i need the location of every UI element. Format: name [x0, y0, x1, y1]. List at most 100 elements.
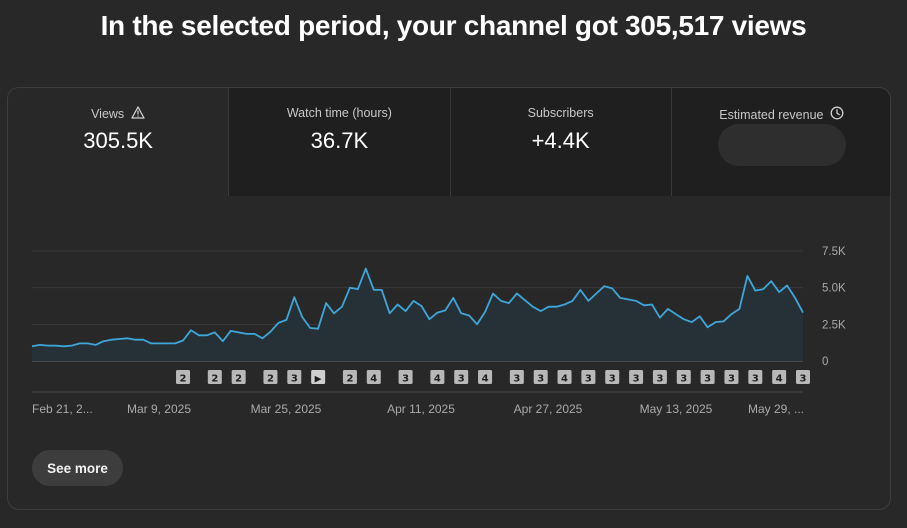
- annotation-count: 2: [180, 374, 187, 385]
- video-annotation-marker[interactable]: 2: [176, 370, 191, 385]
- annotation-box: [454, 370, 469, 384]
- x-tick-label: Apr 11, 2025: [387, 402, 455, 416]
- annotation-box: [176, 370, 191, 384]
- x-tick-label: Mar 9, 2025: [127, 402, 191, 416]
- annotation-box: [676, 370, 691, 384]
- tab-watch-time-value: 36.7K: [310, 128, 369, 153]
- annotation-box: [581, 370, 596, 384]
- annotation-count: 3: [704, 374, 711, 385]
- x-tick-label: Feb 21, 2...: [32, 402, 93, 416]
- annotation-box: [430, 370, 445, 384]
- video-annotation-marker[interactable]: 3: [605, 370, 620, 385]
- annotation-count: 4: [482, 374, 489, 385]
- tab-views-value: 305.5K: [83, 128, 153, 153]
- video-annotation-marker[interactable]: 3: [629, 370, 644, 385]
- video-annotation-marker[interactable]: 4: [772, 370, 787, 385]
- video-annotation-marker[interactable]: 4: [478, 370, 493, 385]
- x-tick-label: May 13, 2025: [640, 402, 713, 416]
- tab-subscribers-value: +4.4K: [531, 128, 590, 153]
- video-annotation-marker[interactable]: 2: [342, 370, 357, 385]
- video-annotation-marker[interactable]: 3: [533, 370, 548, 385]
- annotation-count: 3: [656, 374, 663, 385]
- annotation-count: 2: [211, 374, 218, 385]
- annotation-box: [748, 370, 763, 384]
- page-headline: In the selected period, your channel got…: [100, 10, 807, 41]
- annotation-count: 2: [267, 374, 274, 385]
- annotation-count: 3: [609, 374, 616, 385]
- x-tick-label: May 29, ...: [748, 402, 804, 416]
- tab-revenue-label: Estimated revenue: [719, 107, 824, 122]
- x-tick-label: Mar 25, 2025: [251, 402, 322, 416]
- tab-subscribers[interactable]: Subscribers +4.4K: [449, 88, 671, 196]
- video-annotation-marker[interactable]: 3: [676, 370, 691, 385]
- annotation-box: [342, 370, 357, 384]
- video-annotation-marker[interactable]: 3: [509, 370, 524, 385]
- y-tick-label: 7.5K: [822, 246, 846, 258]
- annotation-count: 3: [633, 374, 640, 385]
- video-annotation-marker[interactable]: 3: [652, 370, 667, 385]
- annotation-box: [533, 370, 548, 384]
- video-annotation-marker[interactable]: 3: [796, 370, 810, 385]
- views-area: [32, 268, 803, 361]
- tab-estimated-revenue[interactable]: Estimated revenue: [670, 88, 890, 196]
- video-annotation-marker[interactable]: 3: [287, 370, 302, 385]
- x-tick-label: Apr 27, 2025: [514, 402, 583, 416]
- video-annotation-marker[interactable]: 3: [724, 370, 739, 385]
- video-annotation-marker[interactable]: 3: [581, 370, 596, 385]
- annotation-count: 4: [776, 374, 783, 385]
- annotation-count: 3: [537, 374, 544, 385]
- annotation-box: [287, 370, 302, 384]
- annotation-count: 2: [346, 374, 353, 385]
- see-more-button[interactable]: See more: [32, 450, 123, 486]
- y-tick-label: 2.5K: [822, 319, 846, 331]
- tab-subscribers-label: Subscribers: [527, 106, 594, 120]
- annotation-box: [724, 370, 739, 384]
- video-annotation-marker[interactable]: 2: [231, 370, 246, 385]
- tab-watch-time-label: Watch time (hours): [286, 106, 392, 120]
- annotation-box: [398, 370, 413, 384]
- y-tick-label: 5.0K: [822, 283, 846, 295]
- annotation-count: 3: [513, 374, 520, 385]
- annotation-count: 4: [370, 374, 377, 385]
- annotation-box: [629, 370, 644, 384]
- annotation-box: [509, 370, 524, 384]
- annotation-box: [478, 370, 493, 384]
- annotation-box: [231, 370, 246, 384]
- annotation-count: 3: [800, 374, 807, 385]
- annotation-count: 3: [402, 374, 409, 385]
- annotation-count: 3: [728, 374, 735, 385]
- video-annotation-marker[interactable]: 3: [454, 370, 469, 385]
- annotation-count: 4: [561, 374, 568, 385]
- tab-views[interactable]: Views 305.5K: [8, 88, 229, 196]
- annotation-box: [700, 370, 715, 384]
- video-annotation-marker[interactable]: 4: [557, 370, 572, 385]
- annotation-box: [652, 370, 667, 384]
- annotation-box: [263, 370, 278, 384]
- annotation-count: 3: [752, 374, 759, 385]
- video-annotation-marker[interactable]: 4: [430, 370, 445, 385]
- tab-watch-time[interactable]: Watch time (hours) 36.7K: [228, 88, 450, 196]
- video-annotation-marker[interactable]: 2: [207, 370, 222, 385]
- video-annotation-marker[interactable]: 4: [366, 370, 381, 385]
- clock-icon[interactable]: [830, 106, 844, 123]
- annotation-box: [796, 370, 810, 384]
- views-line: [31, 267, 804, 348]
- video-annotation-marker[interactable]: 2: [263, 370, 278, 385]
- metric-tabs: Views 305.5K Watch time (hours) 36.7K Su…: [8, 88, 890, 196]
- annotation-count: 3: [458, 374, 465, 385]
- video-annotation-marker[interactable]: ▶: [311, 370, 326, 385]
- analytics-card: Views 305.5K Watch time (hours) 36.7K Su…: [7, 87, 891, 510]
- y-tick-label: 0: [822, 356, 828, 368]
- video-annotation-marker[interactable]: 3: [700, 370, 715, 385]
- annotation-box: [557, 370, 572, 384]
- annotation-box: [605, 370, 620, 384]
- annotation-box: [772, 370, 787, 384]
- tab-views-label: Views: [91, 107, 125, 121]
- annotation-box: [207, 370, 222, 384]
- annotation-count: 2: [235, 374, 242, 385]
- warning-icon[interactable]: [131, 106, 145, 122]
- views-chart: 0 2.5K 5.0K 7.5K 2 2 2 2 3 ▶ 2 4 3 4 3 4 3 3 4 3 3 3 3 3 3 3 3 4 3 Fe…: [31, 246, 846, 416]
- video-annotation-marker[interactable]: 3: [398, 370, 413, 385]
- video-annotation-marker[interactable]: 3: [748, 370, 763, 385]
- revenue-redacted-value: [717, 124, 846, 166]
